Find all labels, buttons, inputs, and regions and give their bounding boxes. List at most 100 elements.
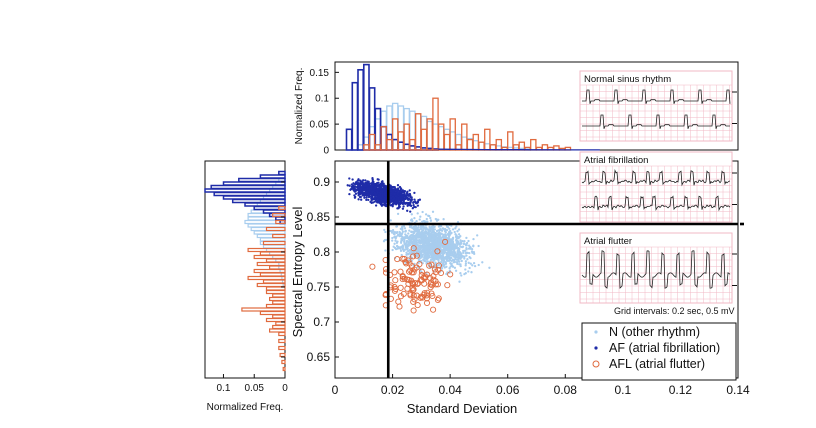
scatter-point-n bbox=[467, 261, 470, 264]
scatter-point-n bbox=[425, 226, 428, 229]
scatter-point-n bbox=[422, 239, 426, 243]
scatter-point-n bbox=[423, 257, 426, 260]
scatter-point-af bbox=[416, 204, 420, 207]
scatter-point-n bbox=[472, 237, 475, 241]
scatter-point-af bbox=[369, 200, 372, 204]
top-hist-bar bbox=[478, 141, 485, 151]
scatter-point-afl bbox=[406, 268, 413, 275]
scatter-point-af bbox=[371, 201, 375, 204]
scatter-point-n bbox=[421, 229, 425, 232]
scatter-point-n bbox=[445, 272, 448, 276]
scatter-point-n bbox=[459, 251, 462, 254]
scatter-point-n bbox=[410, 226, 413, 229]
top-hist-bar bbox=[478, 141, 485, 151]
scatter-point-n bbox=[393, 233, 396, 236]
scatter-point-n bbox=[400, 232, 404, 235]
scatter-point-n bbox=[450, 254, 454, 257]
scatter-point-afl bbox=[427, 284, 434, 291]
scatter-point-afl bbox=[435, 262, 442, 269]
scatter-point-n bbox=[424, 245, 427, 248]
left-hist-bar bbox=[253, 230, 286, 235]
scatter-point-n bbox=[464, 268, 467, 271]
left-hist-bar bbox=[272, 212, 286, 218]
scatter-point-n bbox=[418, 218, 421, 221]
scatter-point-af bbox=[381, 192, 385, 196]
scatter-point-af bbox=[413, 191, 416, 195]
scatter-point-n bbox=[418, 238, 421, 242]
scatter-point-n bbox=[430, 245, 433, 248]
scatter-point-n bbox=[469, 256, 472, 260]
scatter-point-n bbox=[413, 230, 416, 233]
legend-marker-dot bbox=[594, 346, 598, 350]
scatter-point-n bbox=[455, 225, 458, 228]
scatter-point-af bbox=[372, 182, 375, 185]
scatter-point-n bbox=[403, 227, 407, 230]
scatter-point-af bbox=[416, 200, 420, 204]
scatter-point-n bbox=[429, 235, 432, 239]
scatter-point-af bbox=[351, 178, 354, 181]
scatter-point-n bbox=[465, 236, 468, 240]
scatter-point-n bbox=[450, 256, 453, 260]
scatter-point-af bbox=[403, 193, 406, 196]
legend-label: AFL (atrial flutter) bbox=[609, 357, 705, 371]
scatter-point-n bbox=[462, 249, 465, 253]
scatter-point-n bbox=[426, 246, 429, 249]
scatter-point-n bbox=[430, 243, 433, 246]
scatter-point-af bbox=[397, 191, 400, 194]
scatter-point-n bbox=[439, 261, 443, 264]
scatter-point-n bbox=[470, 250, 474, 253]
scatter-point-n bbox=[456, 253, 459, 256]
scatter-point-af bbox=[360, 198, 363, 201]
left-hist-bar bbox=[262, 240, 286, 246]
left-hist-bar bbox=[204, 188, 286, 193]
scatter-point-n bbox=[438, 243, 441, 246]
scatter-point-n bbox=[429, 232, 432, 236]
scatter-point-n bbox=[459, 245, 462, 248]
left-hist-bar bbox=[269, 265, 286, 270]
scatter-point-n bbox=[477, 263, 480, 267]
top-hist-bar bbox=[461, 136, 468, 151]
scatter-point-afl bbox=[418, 268, 425, 275]
scatter-point-n bbox=[403, 242, 406, 246]
left-hist-xtick-label: 0.05 bbox=[244, 383, 264, 394]
scatter-point-n bbox=[435, 229, 439, 233]
scatter-point-afl bbox=[399, 273, 406, 280]
scatter-point-afl bbox=[391, 287, 398, 294]
scatter-point-n bbox=[441, 254, 444, 257]
scatter-point-n bbox=[399, 249, 403, 253]
scatter-point-n bbox=[443, 244, 447, 247]
left-hist-bar bbox=[279, 352, 286, 358]
scatter-point-afl bbox=[369, 263, 376, 270]
scatter-point-af bbox=[353, 196, 357, 199]
scatter-point-af bbox=[381, 200, 385, 204]
scatter-point-af bbox=[379, 194, 382, 197]
scatter-point-n bbox=[426, 220, 429, 223]
scatter-point-af bbox=[349, 188, 352, 191]
scatter-point-n bbox=[407, 232, 410, 235]
scatter-point-n bbox=[440, 229, 444, 232]
legend-entry: AF (atrial fibrillation) bbox=[594, 341, 720, 355]
scatter-point-af bbox=[365, 185, 369, 188]
scatter-point-n bbox=[418, 251, 422, 254]
left-hist-bar bbox=[269, 328, 286, 333]
scatter-point-af bbox=[354, 181, 358, 185]
scatter-point-n bbox=[429, 253, 433, 256]
left-hist-bar bbox=[278, 205, 286, 211]
scatter-point-n bbox=[459, 241, 463, 244]
scatter-point-af bbox=[365, 198, 368, 202]
scatter-point-n bbox=[469, 246, 472, 249]
scatter-point-n bbox=[432, 236, 435, 239]
scatter-point-af bbox=[404, 195, 408, 198]
scatter-point-afl bbox=[394, 256, 401, 263]
left-hist-bar bbox=[247, 275, 286, 281]
scatter-point-n bbox=[394, 239, 397, 242]
left-hist-bar bbox=[262, 244, 286, 249]
scatter-point-n bbox=[401, 245, 405, 248]
scatter-point-n bbox=[437, 263, 441, 266]
scatter-point-n bbox=[434, 236, 438, 239]
scatter-point-n bbox=[459, 239, 462, 242]
scatter-xtick-label: 0.1 bbox=[615, 383, 632, 397]
scatter-point-af bbox=[377, 200, 381, 204]
legend-marker-circle bbox=[592, 360, 600, 368]
scatter-point-n bbox=[456, 220, 460, 224]
